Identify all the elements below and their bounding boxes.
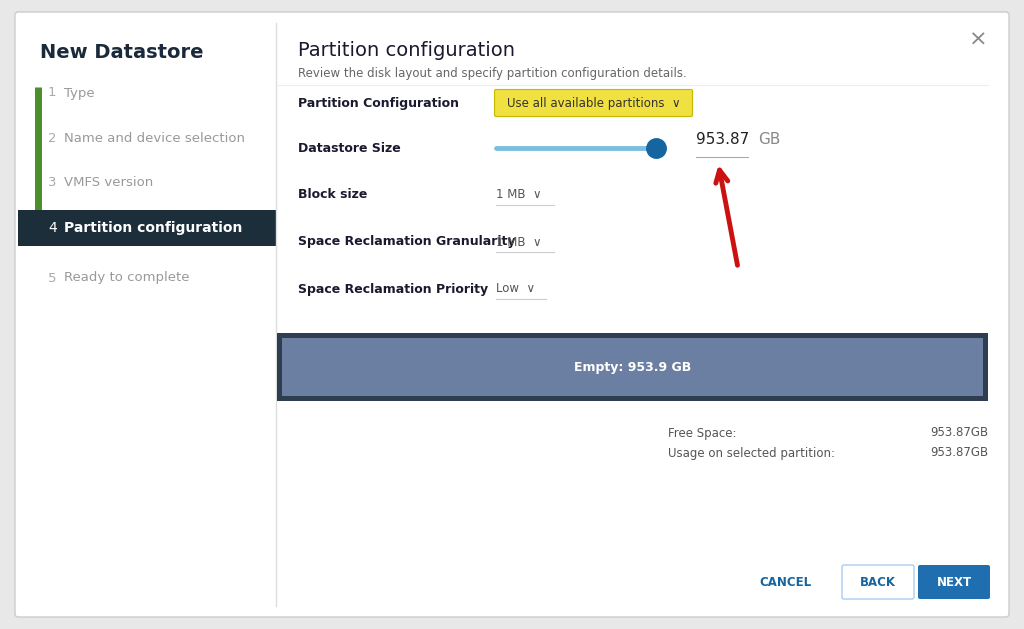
Text: Empty: 953.9 GB: Empty: 953.9 GB (573, 360, 691, 374)
Bar (18, 210, 276, 246)
Text: Type: Type (63, 87, 94, 99)
Bar (282, 338, 983, 396)
Text: 1 MB  ∨: 1 MB ∨ (496, 189, 542, 201)
Bar (278, 333, 988, 401)
Text: 5: 5 (48, 272, 56, 284)
Text: Usage on selected partition:: Usage on selected partition: (668, 447, 835, 460)
Text: 953.87GB: 953.87GB (930, 426, 988, 440)
FancyBboxPatch shape (842, 565, 914, 599)
Text: 1: 1 (48, 87, 56, 99)
Text: 3: 3 (48, 177, 56, 189)
Text: CANCEL: CANCEL (759, 576, 811, 589)
Text: Review the disk layout and specify partition configuration details.: Review the disk layout and specify parti… (298, 67, 687, 79)
Text: Name and device selection: Name and device selection (63, 131, 245, 145)
Text: 2: 2 (48, 131, 56, 145)
FancyBboxPatch shape (15, 12, 1009, 617)
Text: VMFS version: VMFS version (63, 177, 154, 189)
Text: NEXT: NEXT (936, 576, 972, 589)
Text: 4: 4 (48, 221, 56, 235)
Text: Free Space:: Free Space: (668, 426, 736, 440)
Text: Datastore Size: Datastore Size (298, 142, 400, 155)
Text: Space Reclamation Granularity: Space Reclamation Granularity (298, 235, 515, 248)
FancyBboxPatch shape (918, 565, 990, 599)
Text: 1 MB  ∨: 1 MB ∨ (496, 235, 542, 248)
FancyBboxPatch shape (495, 89, 692, 116)
Text: BACK: BACK (860, 576, 896, 589)
Text: Block size: Block size (298, 189, 368, 201)
Text: Ready to complete: Ready to complete (63, 272, 189, 284)
Text: ×: × (970, 30, 988, 50)
Text: Space Reclamation Priority: Space Reclamation Priority (298, 282, 488, 296)
Text: Low  ∨: Low ∨ (496, 282, 536, 296)
Text: 953.87: 953.87 (696, 132, 750, 147)
Text: New Datastore: New Datastore (40, 43, 204, 62)
Text: Partition Configuration: Partition Configuration (298, 96, 459, 109)
Text: Partition configuration: Partition configuration (63, 221, 243, 235)
Text: GB: GB (758, 132, 780, 147)
Text: Use all available partitions  ∨: Use all available partitions ∨ (507, 96, 680, 109)
Text: 953.87GB: 953.87GB (930, 447, 988, 460)
Text: Partition configuration: Partition configuration (298, 40, 515, 60)
